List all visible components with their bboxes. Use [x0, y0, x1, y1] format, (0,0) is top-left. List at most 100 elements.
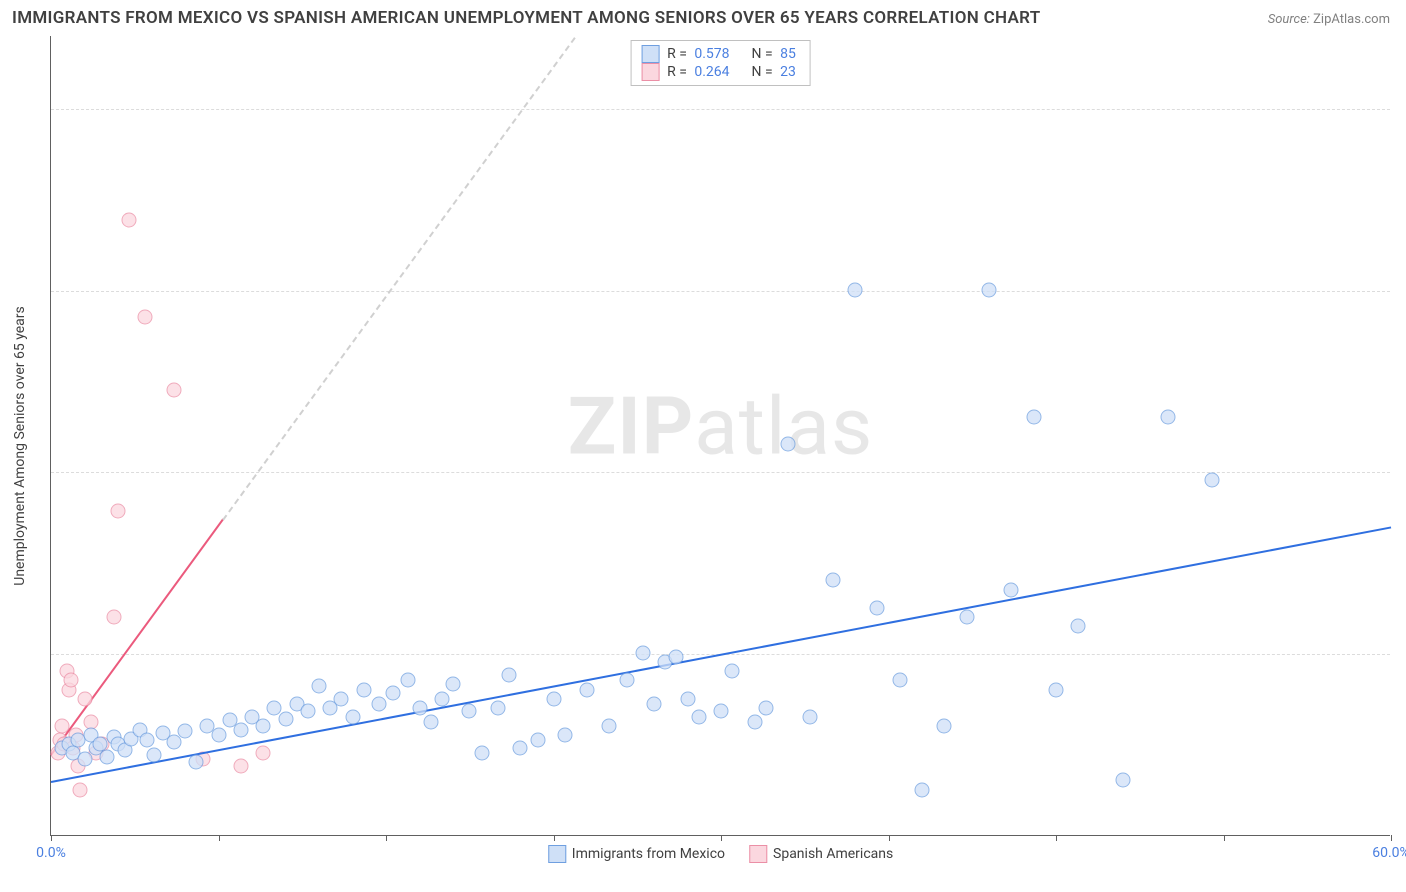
legend-item-mexico: Immigrants from Mexico — [548, 845, 725, 863]
x-tick — [554, 835, 555, 841]
data-point-mexico — [546, 691, 561, 706]
source-label: Source: — [1268, 12, 1310, 27]
legend-swatch-mexico — [548, 845, 566, 863]
data-point-spanish — [111, 504, 126, 519]
data-point-spanish — [233, 758, 248, 773]
legend-swatch-spanish — [749, 845, 767, 863]
data-point-mexico — [99, 749, 114, 764]
data-point-mexico — [345, 709, 360, 724]
data-point-mexico — [530, 733, 545, 748]
legend-r-mexico: R = 0.578 — [667, 46, 733, 62]
data-point-mexico — [870, 600, 885, 615]
source-value: ZipAtlas.com — [1313, 12, 1390, 27]
data-point-mexico — [1026, 409, 1041, 424]
data-point-mexico — [412, 700, 427, 715]
data-point-spanish — [166, 382, 181, 397]
data-point-mexico — [758, 700, 773, 715]
data-point-mexico — [635, 646, 650, 661]
data-point-mexico — [725, 664, 740, 679]
legend-r-spanish: R = 0.264 — [667, 64, 733, 80]
y-axis-title: Unemployment Among Seniors over 65 years — [12, 306, 28, 586]
legend-item-spanish: Spanish Americans — [749, 845, 893, 863]
y-tick-label: 20.0% — [1394, 464, 1406, 480]
data-point-mexico — [1116, 773, 1131, 788]
data-point-mexico — [848, 282, 863, 297]
data-point-mexico — [691, 709, 706, 724]
legend-row-mexico: R = 0.578 N = 85 — [641, 45, 800, 63]
data-point-mexico — [1071, 618, 1086, 633]
data-point-mexico — [501, 668, 516, 683]
data-point-spanish — [77, 691, 92, 706]
data-point-mexico — [475, 746, 490, 761]
data-point-mexico — [423, 715, 438, 730]
data-point-mexico — [892, 673, 907, 688]
data-point-mexico — [385, 686, 400, 701]
data-point-mexico — [233, 722, 248, 737]
data-point-mexico — [178, 724, 193, 739]
x-tick — [721, 835, 722, 841]
data-point-mexico — [747, 715, 762, 730]
trend-line-spanish — [50, 519, 224, 756]
data-point-mexico — [647, 697, 662, 712]
x-tick — [1224, 835, 1225, 841]
correlation-legend: R = 0.578 N = 85 R = 0.264 N = 23 — [630, 40, 811, 86]
data-point-mexico — [356, 682, 371, 697]
watermark: ZIPatlas — [568, 379, 873, 473]
data-point-mexico — [959, 609, 974, 624]
gridline — [51, 109, 1390, 110]
gridline — [51, 291, 1390, 292]
x-tick — [386, 835, 387, 841]
legend-label-mexico: Immigrants from Mexico — [572, 846, 725, 862]
x-tick — [51, 835, 52, 841]
data-point-mexico — [446, 677, 461, 692]
y-tick-label: 30.0% — [1394, 283, 1406, 299]
data-point-mexico — [312, 678, 327, 693]
data-point-spanish — [73, 782, 88, 797]
data-point-mexico — [602, 718, 617, 733]
legend-n-spanish: N = 23 — [752, 64, 800, 80]
x-tick — [1056, 835, 1057, 841]
data-point-mexico — [256, 718, 271, 733]
data-point-mexico — [803, 709, 818, 724]
data-point-mexico — [1049, 682, 1064, 697]
legend-n-mexico: N = 85 — [752, 46, 800, 62]
data-point-mexico — [278, 711, 293, 726]
data-point-mexico — [915, 782, 930, 797]
y-tick-label: 10.0% — [1394, 646, 1406, 662]
source-attribution: Source: ZipAtlas.com — [1268, 12, 1390, 27]
chart-title: IMMIGRANTS FROM MEXICO VS SPANISH AMERIC… — [12, 8, 1040, 28]
data-point-mexico — [146, 748, 161, 763]
data-point-mexico — [937, 718, 952, 733]
data-point-mexico — [334, 691, 349, 706]
x-tick — [1391, 835, 1392, 841]
y-tick-label: 40.0% — [1394, 101, 1406, 117]
data-point-mexico — [140, 733, 155, 748]
legend-label-spanish: Spanish Americans — [773, 846, 893, 862]
data-point-mexico — [461, 704, 476, 719]
watermark-rest: atlas — [694, 379, 873, 473]
x-tick-label: 60.0% — [1372, 845, 1406, 861]
data-point-mexico — [401, 673, 416, 688]
data-point-mexico — [300, 704, 315, 719]
watermark-bold: ZIP — [568, 379, 695, 473]
data-point-spanish — [64, 673, 79, 688]
trend-line-mexico — [51, 527, 1391, 784]
data-point-mexico — [982, 282, 997, 297]
data-point-mexico — [669, 649, 684, 664]
data-point-spanish — [106, 609, 121, 624]
gridline — [51, 472, 1390, 473]
data-point-mexico — [557, 728, 572, 743]
data-point-mexico — [1004, 582, 1019, 597]
data-point-spanish — [55, 718, 70, 733]
data-point-mexico — [1160, 409, 1175, 424]
data-point-mexico — [513, 740, 528, 755]
x-tick-label: 0.0% — [36, 845, 66, 861]
data-point-mexico — [680, 691, 695, 706]
data-point-mexico — [825, 573, 840, 588]
series-legend: Immigrants from Mexico Spanish Americans — [548, 845, 893, 863]
data-point-mexico — [714, 704, 729, 719]
x-tick — [219, 835, 220, 841]
x-tick — [889, 835, 890, 841]
data-point-mexico — [781, 437, 796, 452]
data-point-mexico — [620, 673, 635, 688]
